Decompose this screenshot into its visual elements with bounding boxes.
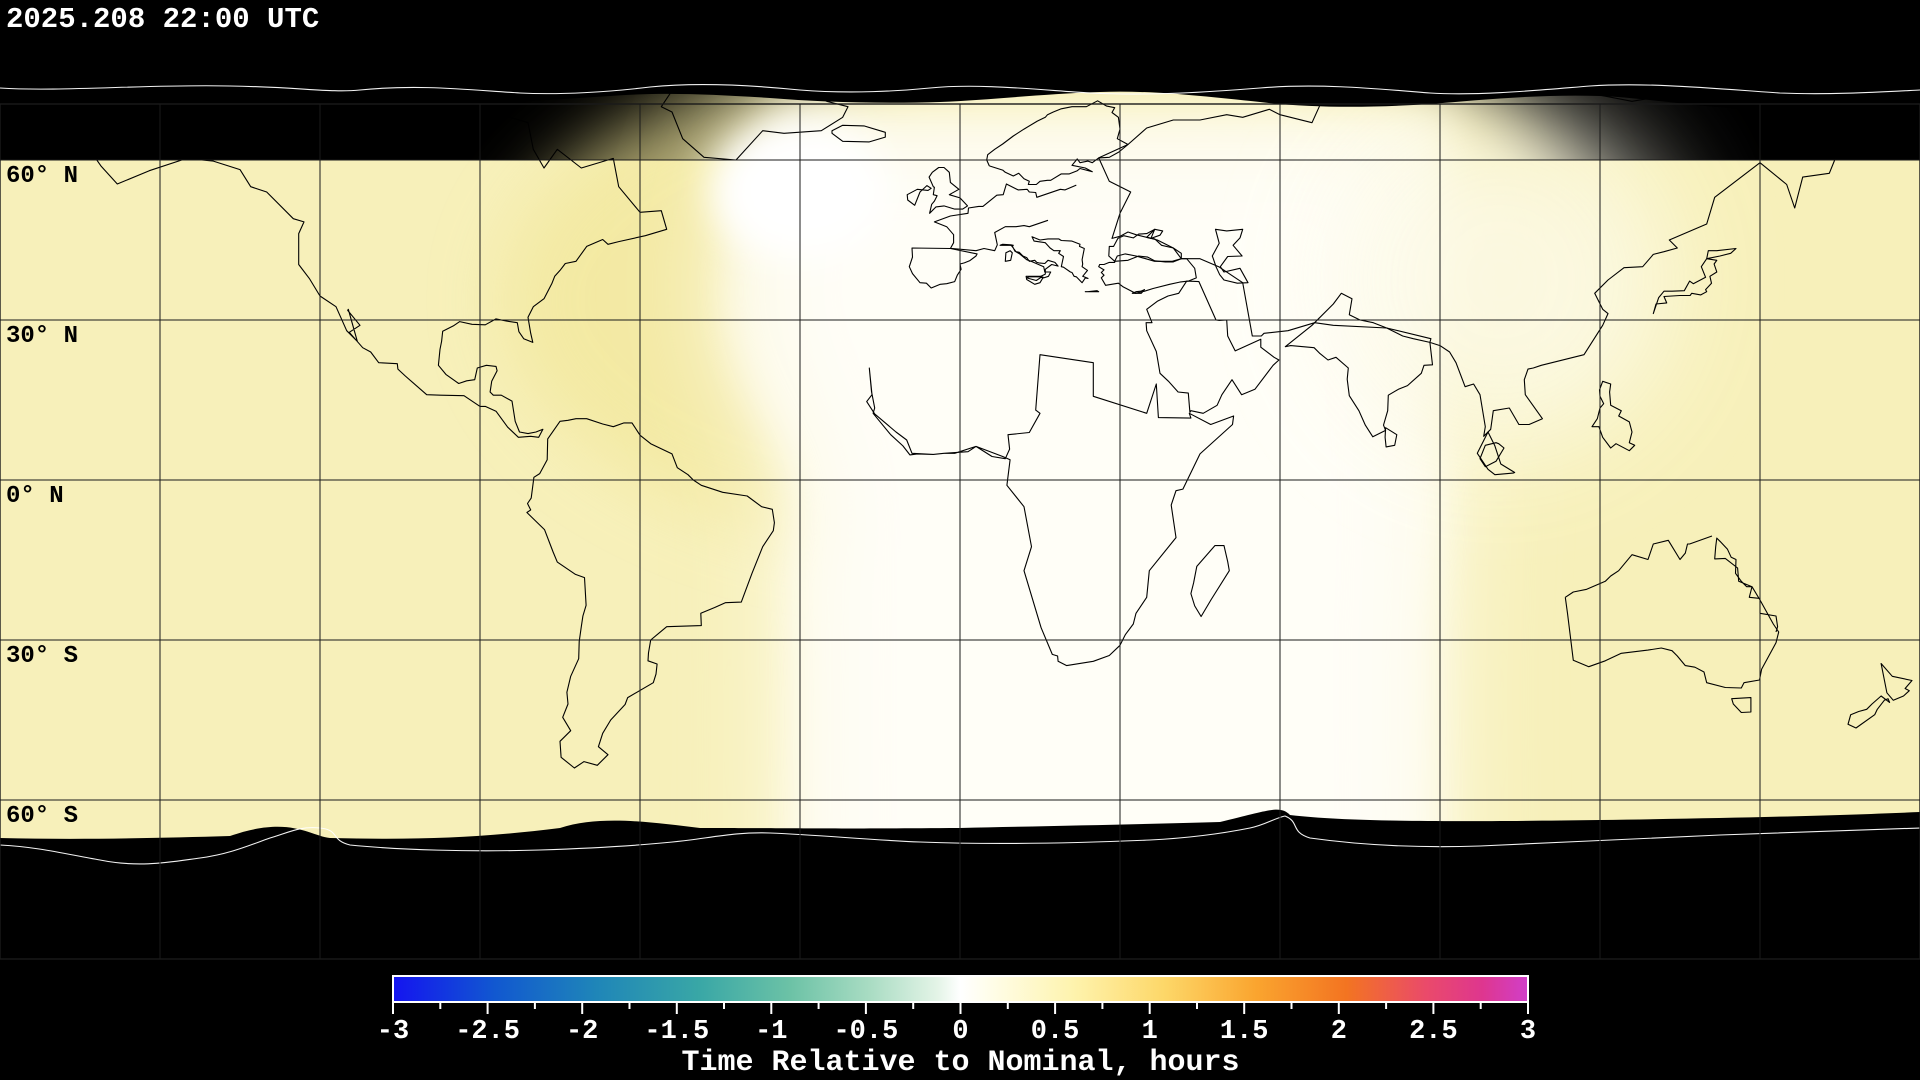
svg-text:-0.5: -0.5 [833,1017,898,1047]
svg-text:Time Relative to Nominal, hour: Time Relative to Nominal, hours [681,1046,1239,1080]
svg-text:60° S: 60° S [6,803,78,830]
svg-text:-1: -1 [755,1017,787,1047]
svg-text:2.5: 2.5 [1409,1017,1458,1047]
svg-text:60° N: 60° N [6,163,78,190]
svg-text:0.5: 0.5 [1031,1017,1080,1047]
svg-text:-1.5: -1.5 [644,1017,709,1047]
svg-text:30° S: 30° S [6,643,78,670]
svg-text:1: 1 [1142,1017,1158,1047]
svg-text:0: 0 [952,1017,968,1047]
svg-text:1.5: 1.5 [1220,1017,1269,1047]
svg-text:-2.5: -2.5 [455,1017,520,1047]
svg-text:30° N: 30° N [6,323,78,350]
svg-text:2025.208 22:00 UTC: 2025.208 22:00 UTC [6,3,319,36]
svg-text:-2: -2 [566,1017,598,1047]
svg-text:3: 3 [1520,1017,1536,1047]
svg-text:2: 2 [1331,1017,1347,1047]
svg-text:0° N: 0° N [6,483,64,510]
svg-text:-3: -3 [377,1017,409,1047]
